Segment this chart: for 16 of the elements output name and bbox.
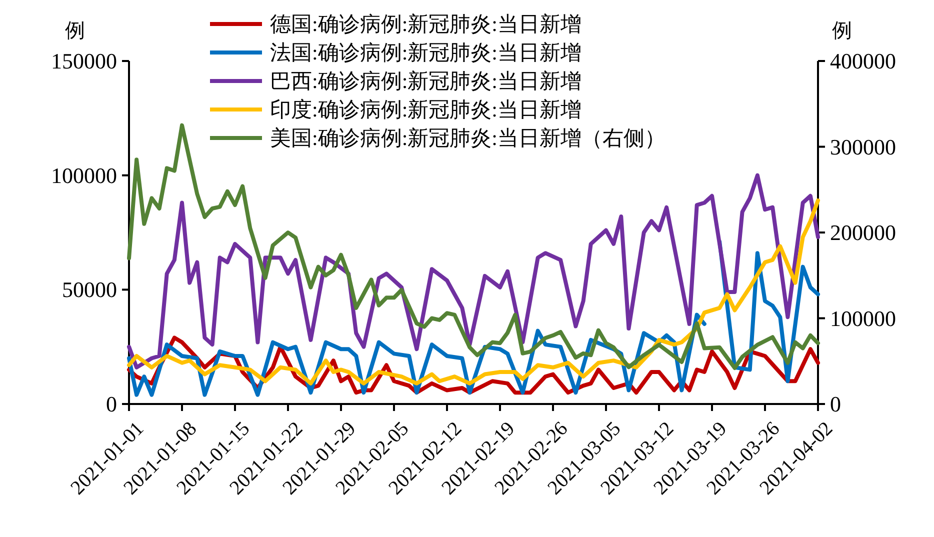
legend-label: 法国:确诊病例:新冠肺炎:当日新增 (270, 40, 582, 64)
legend-label: 印度:确诊病例:新冠肺炎:当日新增 (270, 98, 582, 122)
y-tick-label: 50000 (62, 277, 117, 302)
y2-tick-label: 300000 (830, 134, 896, 160)
y-tick-label: 0 (106, 392, 117, 416)
legend-label: 美国:确诊病例:新冠肺炎:当日新增（右侧） (270, 126, 666, 150)
y2-axis-title: 例 (832, 20, 852, 42)
legend-label: 德国:确诊病例:新冠肺炎:当日新增 (270, 12, 582, 36)
y-axis-title: 例 (65, 20, 85, 42)
legend-label: 巴西:确诊病例:新冠肺炎:当日新增 (270, 69, 582, 93)
y-tick-label: 150000 (51, 48, 117, 74)
y-tick-label: 100000 (51, 162, 117, 188)
y2-tick-label: 200000 (830, 220, 896, 245)
y2-tick-label: 0 (830, 392, 841, 416)
y2-tick-label: 400000 (830, 48, 896, 74)
y2-tick-label: 100000 (830, 306, 896, 331)
